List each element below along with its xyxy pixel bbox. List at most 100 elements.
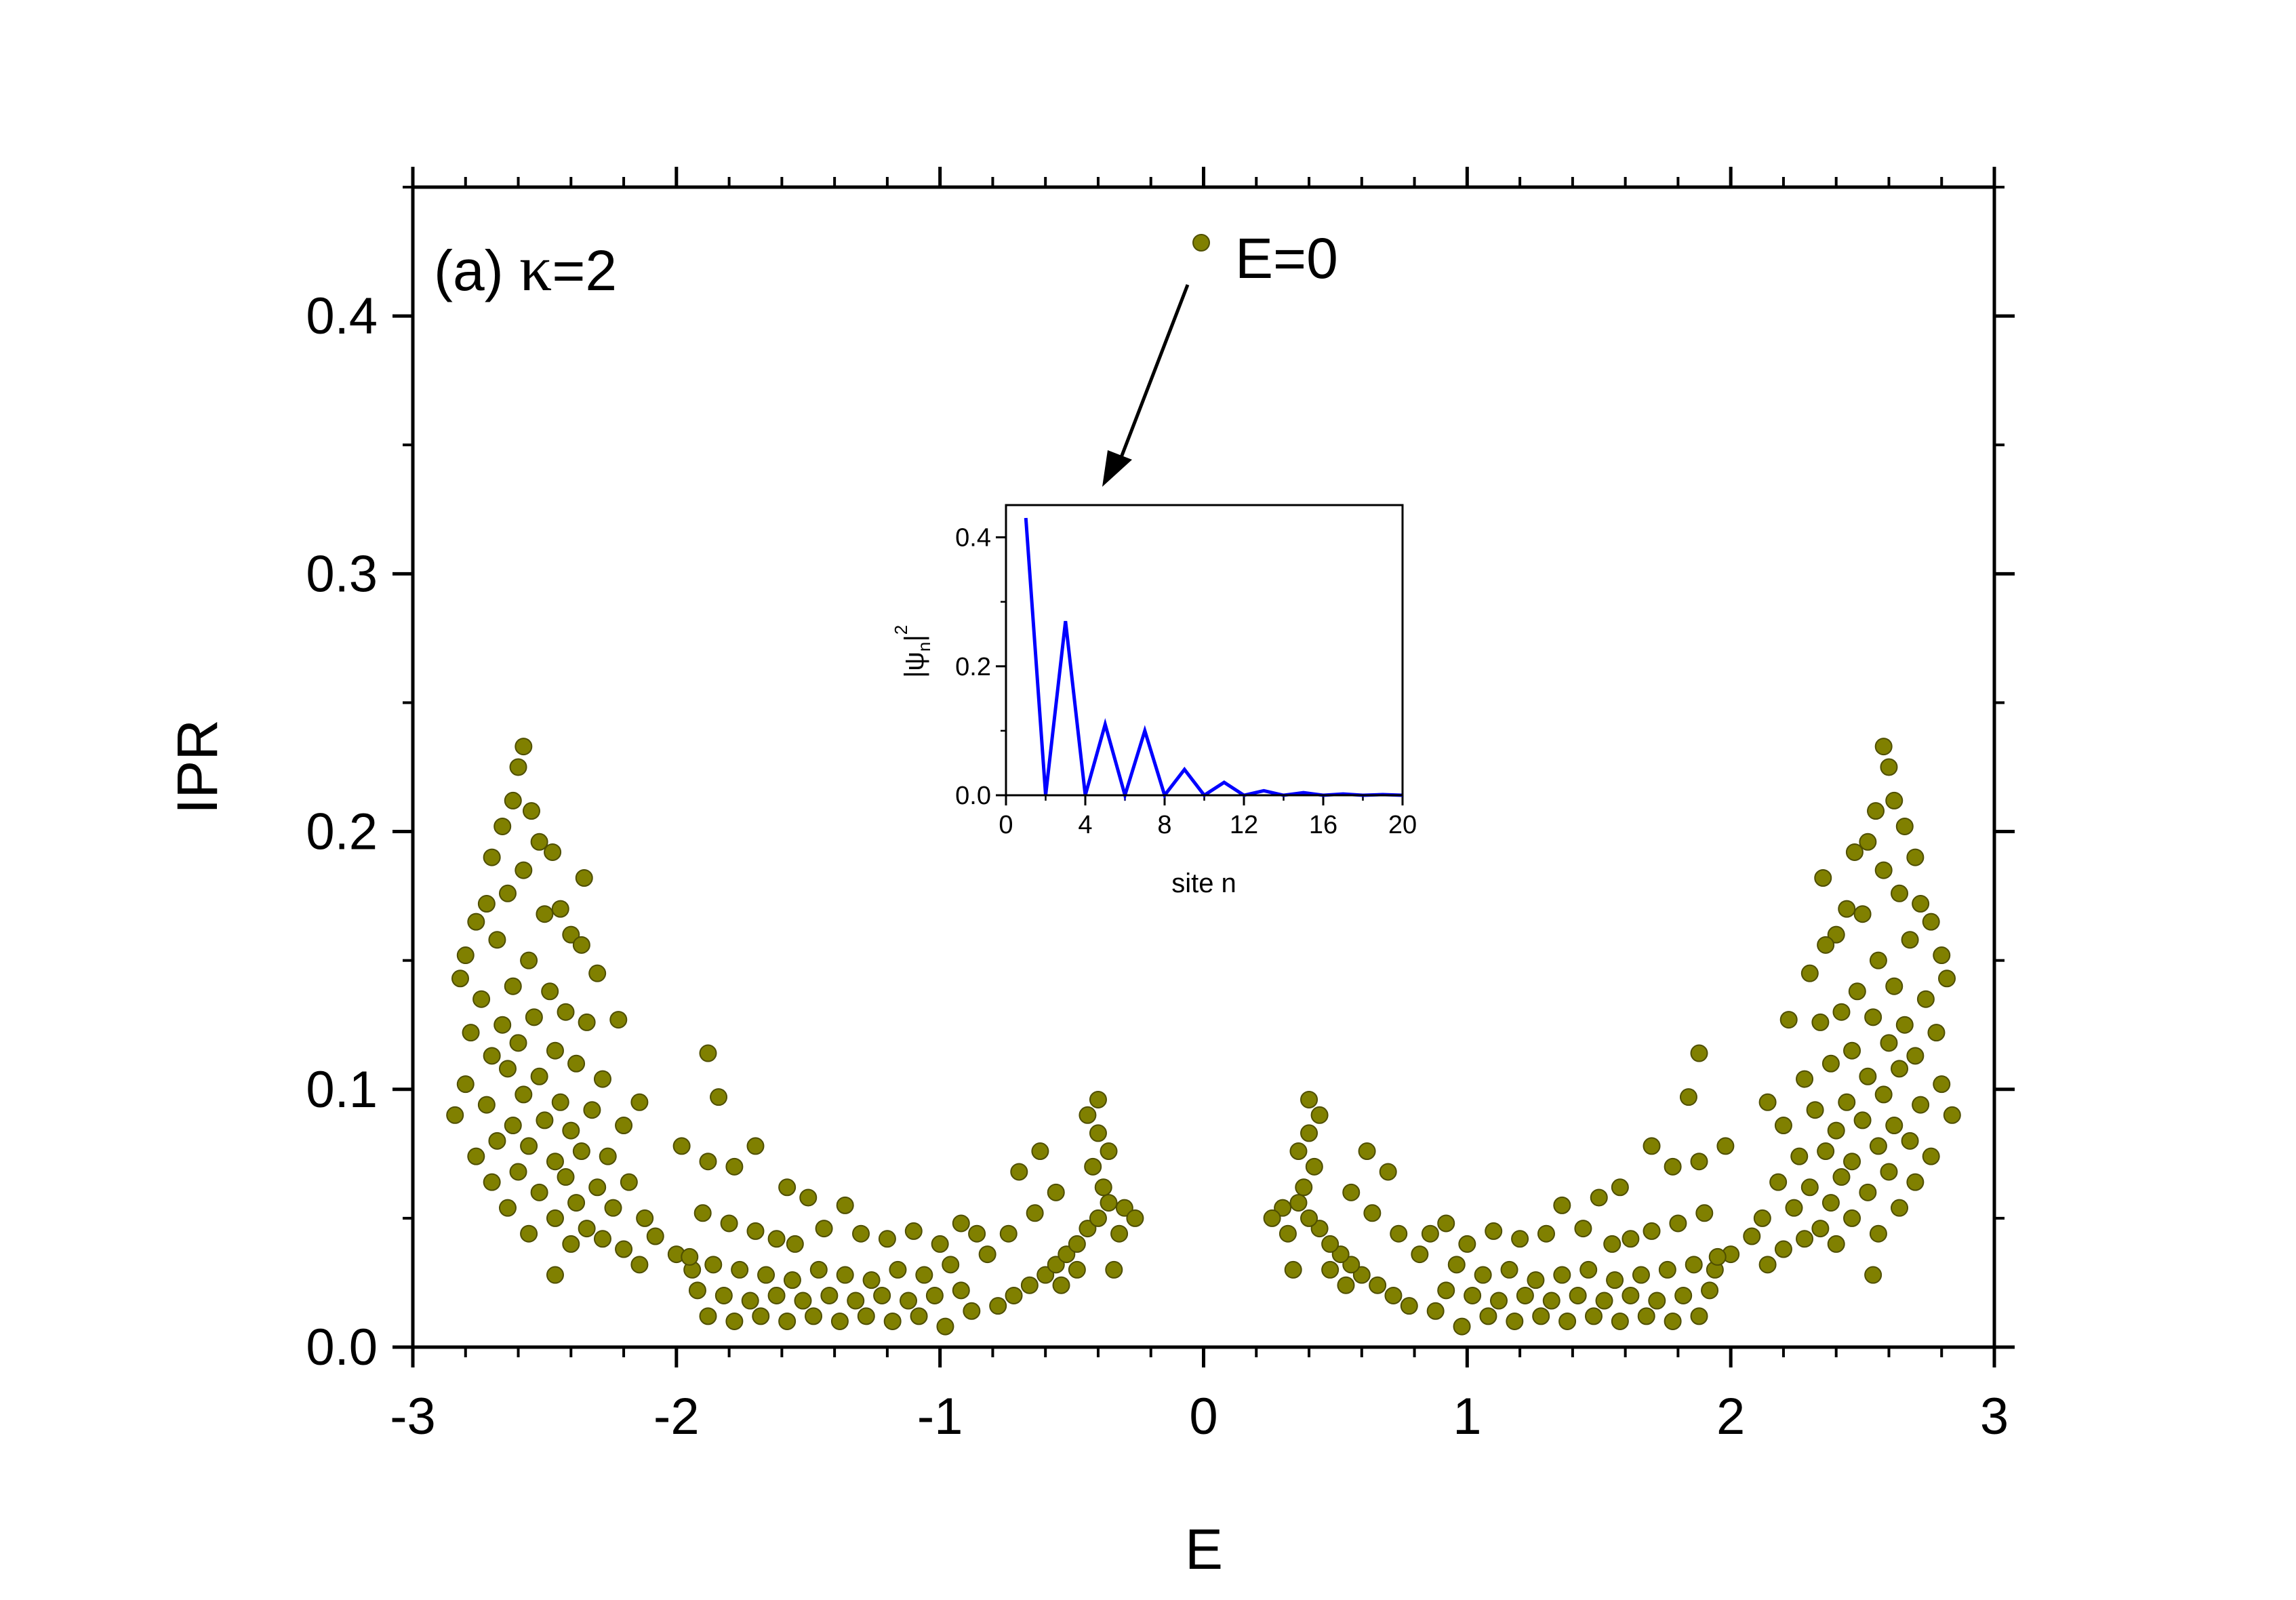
- data-point: [809, 1260, 828, 1279]
- kappa-symbol: κ: [519, 232, 552, 304]
- legend-marker: [1192, 234, 1210, 252]
- data-point: [1916, 990, 1935, 1008]
- data-point: [551, 1093, 569, 1111]
- data-point: [1110, 1224, 1129, 1243]
- data-point: [1611, 1312, 1629, 1330]
- inset-background: [1006, 505, 1403, 795]
- data-point: [836, 1266, 854, 1284]
- data-point: [530, 833, 548, 851]
- data-point: [477, 1096, 496, 1114]
- data-point: [878, 1230, 896, 1248]
- data-point: [1511, 1230, 1529, 1248]
- data-point: [883, 1312, 902, 1330]
- data-point: [1785, 1199, 1803, 1217]
- data-point: [1558, 1312, 1577, 1330]
- data-point: [494, 1016, 512, 1034]
- data-point: [604, 1199, 622, 1217]
- data-point: [1933, 1075, 1951, 1094]
- data-point: [477, 895, 496, 913]
- data-point: [1838, 1093, 1856, 1111]
- data-point: [1274, 1199, 1292, 1217]
- y-tick-label: 0.4: [306, 287, 378, 345]
- data-point: [472, 990, 491, 1008]
- data-point: [515, 738, 533, 756]
- data-point: [1664, 1312, 1682, 1330]
- data-point: [1658, 1260, 1676, 1279]
- data-point: [1031, 1142, 1049, 1161]
- data-point: [1648, 1292, 1666, 1310]
- data-point: [704, 1256, 723, 1274]
- data-point: [1912, 895, 1930, 913]
- data-point: [515, 1085, 533, 1104]
- data-point: [1068, 1260, 1086, 1279]
- inset-y-tick-label: 0.4: [955, 524, 991, 553]
- data-point: [615, 1117, 633, 1135]
- data-point: [1811, 1220, 1830, 1238]
- data-point: [1843, 1041, 1861, 1060]
- data-point: [688, 1281, 706, 1300]
- data-point: [456, 946, 475, 965]
- x-tick-label: 0: [1189, 1388, 1217, 1445]
- data-point: [1891, 884, 1909, 902]
- data-point: [1885, 977, 1904, 995]
- data-point: [1885, 1117, 1904, 1135]
- x-tick-label: -3: [390, 1388, 436, 1445]
- inset-y-title-sub: n: [914, 642, 934, 652]
- data-point: [525, 1008, 543, 1026]
- data-point: [1643, 1137, 1661, 1155]
- data-point: [1922, 913, 1940, 931]
- data-point: [509, 1034, 527, 1052]
- data-point: [952, 1281, 970, 1300]
- data-point: [593, 1070, 611, 1088]
- data-point: [483, 1173, 501, 1191]
- data-point: [1895, 1016, 1914, 1034]
- data-point: [498, 1060, 517, 1078]
- data-point: [1848, 982, 1866, 1001]
- data-point: [536, 905, 554, 923]
- data-point: [1938, 969, 1956, 988]
- data-point: [467, 1147, 485, 1165]
- data-point: [504, 1117, 522, 1135]
- data-point: [1579, 1260, 1598, 1279]
- data-point: [873, 1286, 891, 1304]
- data-point: [731, 1260, 749, 1279]
- data-point: [1047, 1183, 1065, 1201]
- data-point: [1864, 1008, 1882, 1026]
- data-point: [1664, 1157, 1682, 1176]
- data-point: [1637, 1307, 1655, 1325]
- data-point: [572, 936, 590, 954]
- data-point: [509, 1163, 527, 1181]
- data-point: [546, 1266, 564, 1284]
- data-point: [1321, 1260, 1340, 1279]
- data-point: [1859, 1067, 1877, 1085]
- data-point: [578, 1013, 596, 1031]
- data-point: [1010, 1163, 1028, 1181]
- inset-x-tick-label: 20: [1388, 811, 1417, 839]
- data-point: [1479, 1307, 1497, 1325]
- data-point: [1289, 1142, 1308, 1161]
- data-point: [1901, 1132, 1919, 1150]
- data-point: [720, 1214, 738, 1233]
- data-point: [1079, 1220, 1097, 1238]
- data-point: [1821, 1194, 1840, 1212]
- data-point: [1084, 1157, 1102, 1176]
- data-point: [1532, 1307, 1550, 1325]
- data-point: [778, 1312, 797, 1330]
- data-point: [1284, 1260, 1302, 1279]
- data-point: [1263, 1209, 1281, 1227]
- data-point: [1474, 1266, 1492, 1284]
- data-point: [1516, 1286, 1534, 1304]
- data-point: [488, 931, 506, 949]
- legend-label: E=0: [1235, 226, 1338, 290]
- data-point: [1400, 1297, 1418, 1315]
- data-point: [1342, 1256, 1361, 1274]
- data-point: [1859, 1183, 1877, 1201]
- main-tick-labels: -3 -2 -1 0 1 2 30.00.10.20.30.4: [306, 287, 2009, 1445]
- data-point: [714, 1286, 733, 1304]
- data-point: [1437, 1214, 1455, 1233]
- data-point: [1553, 1266, 1571, 1284]
- data-point: [710, 1088, 728, 1106]
- data-point: [1843, 1209, 1861, 1227]
- data-point: [1026, 1204, 1044, 1222]
- data-point: [575, 868, 593, 887]
